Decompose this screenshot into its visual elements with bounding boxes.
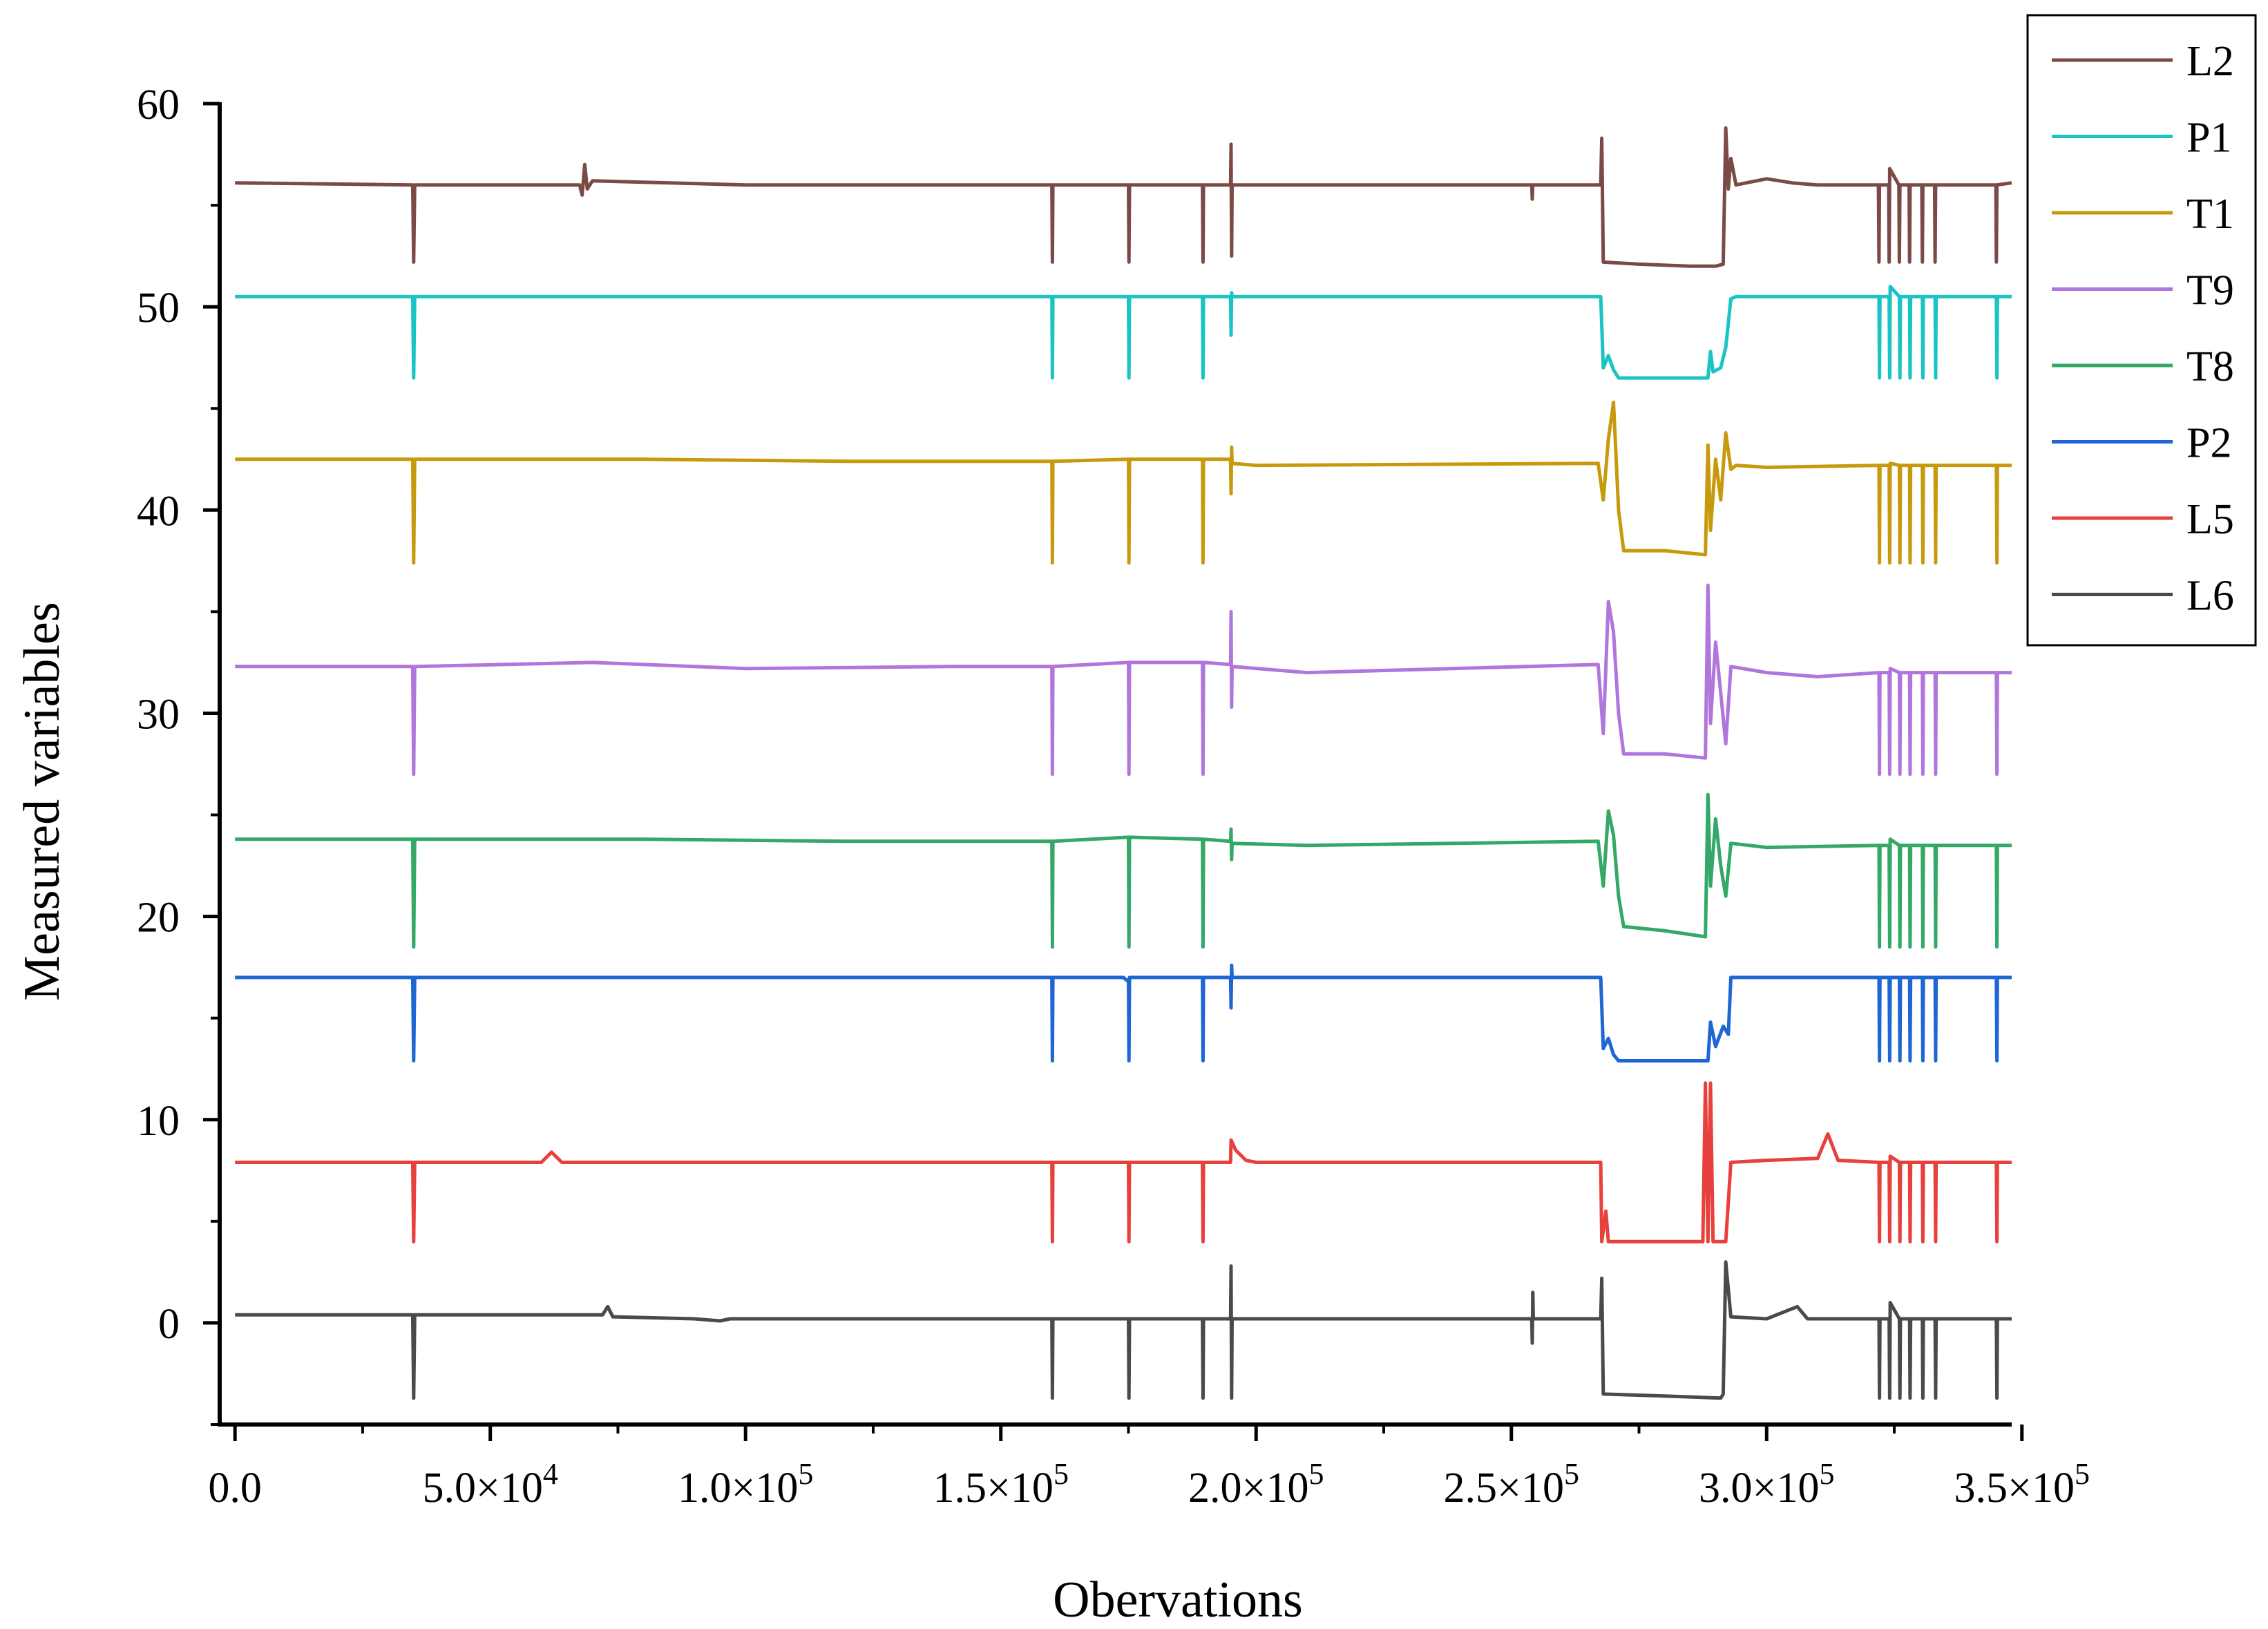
legend-box xyxy=(2026,14,2257,647)
x-tick-exponent: 5 xyxy=(1564,1457,1579,1491)
x-axis-ticks: 0.0 5.0×104 1.0×105 1.5×105 2.0×105 2.5×105 3.… xyxy=(208,1425,2090,1512)
legend: L2 P1 T1 T9 T8 P2 L5 L6 xyxy=(2026,14,2257,647)
series-line-l2 xyxy=(235,126,2012,268)
series-line-l5 xyxy=(235,1081,2012,1244)
legend-label-l6: L6 xyxy=(2186,573,2234,620)
legend-label-l2: L2 xyxy=(2186,38,2234,85)
x-tick-label: 0.0 xyxy=(208,1465,262,1512)
y-tick-label: 0 xyxy=(158,1301,180,1348)
legend-label-p2: P2 xyxy=(2186,420,2231,467)
legend-label-t1: T1 xyxy=(2186,191,2234,238)
x-tick-label: 3.0×105 xyxy=(1699,1457,1834,1512)
y-tick-label: 30 xyxy=(137,691,180,738)
y-tick-label: 50 xyxy=(137,285,180,332)
legend-label-p1: P1 xyxy=(2186,115,2231,162)
legend-label-t8: T8 xyxy=(2186,343,2234,390)
x-tick-label: 2.0×105 xyxy=(1188,1457,1324,1512)
y-tick-label: 10 xyxy=(137,1098,180,1145)
x-tick-label: 5.0×104 xyxy=(422,1457,558,1512)
series-line-p2 xyxy=(235,963,2012,1063)
axes xyxy=(218,102,2012,1427)
y-tick-label: 40 xyxy=(137,488,180,535)
x-tick-exponent: 5 xyxy=(1054,1457,1069,1491)
x-tick-label: 1.0×105 xyxy=(678,1457,813,1512)
legend-label-l5: L5 xyxy=(2186,496,2234,543)
y-axis-label: Measured variables xyxy=(14,602,70,1000)
x-axis-label: Obervations xyxy=(1053,1572,1303,1628)
x-tick-exponent: 5 xyxy=(1819,1457,1834,1491)
series-line-t8 xyxy=(235,792,2012,949)
plot-series xyxy=(235,126,2012,1400)
y-tick-label: 60 xyxy=(137,82,180,128)
x-tick-label: 2.5×105 xyxy=(1444,1457,1579,1512)
series-line-t1 xyxy=(235,400,2012,565)
x-tick-label: 1.5×105 xyxy=(933,1457,1068,1512)
x-tick-exponent: 5 xyxy=(798,1457,813,1491)
y-tick-label: 20 xyxy=(137,895,180,942)
x-tick-exponent: 5 xyxy=(2075,1457,2090,1491)
legend-label-t9: T9 xyxy=(2186,267,2234,314)
x-tick-label: 3.5×105 xyxy=(1954,1457,2090,1512)
series-line-p1 xyxy=(235,285,2012,380)
y-axis-ticks: 0 10 20 30 40 50 60 xyxy=(137,82,220,1426)
x-tick-exponent: 4 xyxy=(543,1457,558,1491)
series-line-t9 xyxy=(235,583,2012,777)
series-line-l6 xyxy=(235,1260,2012,1400)
x-tick-exponent: 5 xyxy=(1308,1457,1324,1491)
